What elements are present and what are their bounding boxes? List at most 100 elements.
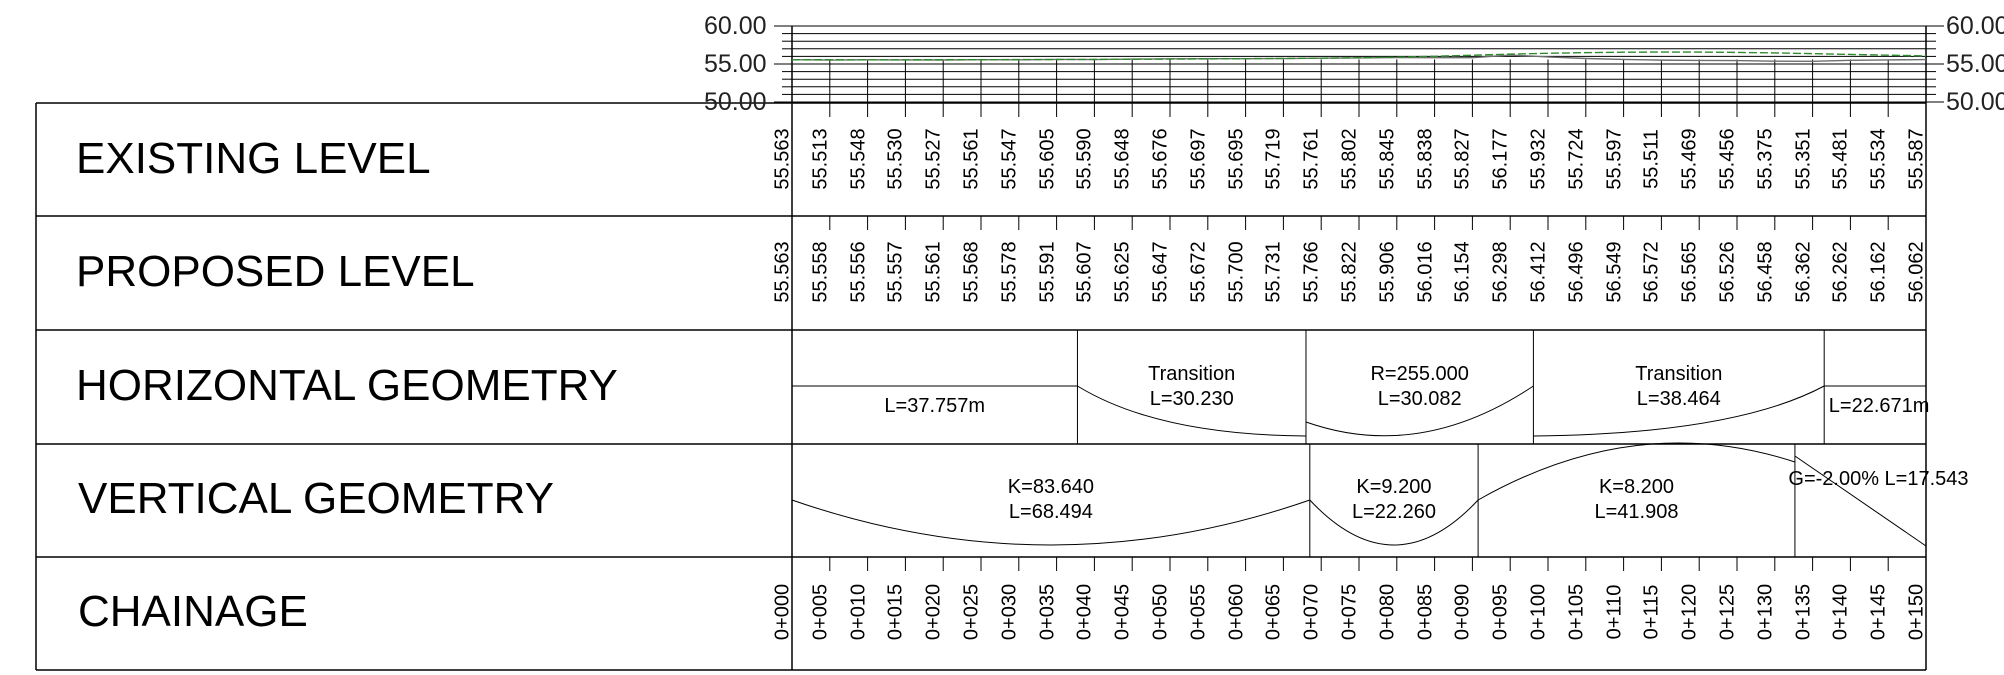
- vertical-geometry-label: K=8.200 L=41.908: [1594, 476, 1679, 523]
- proposed-level-value: 55.647: [1149, 241, 1172, 303]
- existing-level-value: 55.513: [809, 128, 832, 190]
- row-title-horizontal-geometry: HORIZONTAL GEOMETRY: [76, 361, 618, 410]
- chainage-value: 0+015: [884, 583, 907, 641]
- vertical-sag-curve: [791, 499, 1310, 546]
- existing-level-value: 55.511: [1640, 129, 1663, 189]
- existing-level-value: 55.605: [1036, 128, 1059, 190]
- chainage-value: 0+105: [1565, 583, 1588, 641]
- chainage-value: 0+085: [1414, 583, 1437, 641]
- profile-left-label-55: 55.00: [704, 50, 767, 78]
- vertical-crest-curve: [1477, 442, 1796, 501]
- proposed-level-value: 56.496: [1565, 241, 1588, 303]
- station-ticks: [829, 103, 1927, 571]
- horizontal-transition-curve: [1077, 385, 1306, 437]
- proposed-level-value: 55.672: [1187, 241, 1210, 303]
- chainage-value: 0+140: [1829, 583, 1852, 641]
- row-title-existing-level: EXISTING LEVEL: [76, 134, 431, 183]
- row-title-proposed-level: PROPOSED LEVEL: [76, 247, 475, 296]
- chainage-value: 0+050: [1149, 583, 1172, 641]
- chainage-value: 0+115: [1640, 584, 1663, 640]
- existing-level-value: 55.563: [771, 128, 794, 190]
- chainage-value: 0+060: [1225, 583, 1248, 641]
- vertical-grade-line: [1794, 455, 1927, 547]
- vertical-geometry-label: K=9.200 L=22.260: [1351, 476, 1436, 523]
- existing-level-value: 55.587: [1905, 128, 1928, 190]
- existing-level-value: 55.838: [1414, 128, 1437, 190]
- chainage-value: 0+125: [1716, 583, 1739, 641]
- existing-level-value: 55.534: [1867, 128, 1890, 190]
- vertical-geometry-label: G=-2.00% L=17.543: [1788, 468, 1969, 490]
- profile-right-label-50: 50.00: [1946, 88, 2004, 116]
- existing-level-value: 55.845: [1376, 128, 1399, 190]
- chainage-value: 0+055: [1187, 583, 1210, 641]
- vertical-geometry-label: K=83.640 L=68.494: [1007, 476, 1095, 523]
- proposed-level-value: 55.561: [922, 241, 945, 303]
- existing-level-value: 55.561: [960, 128, 983, 190]
- proposed-level-value: 55.568: [960, 241, 983, 303]
- chainage-value: 0+030: [998, 583, 1021, 641]
- proposed-level-value: 55.557: [884, 241, 907, 303]
- proposed-level-value: 56.298: [1489, 241, 1512, 303]
- proposed-profile: [791, 51, 1927, 61]
- existing-level-value: 55.590: [1073, 128, 1096, 190]
- proposed-level-value: 55.607: [1073, 241, 1096, 303]
- existing-level-value: 55.530: [884, 128, 907, 190]
- chainage-value: 0+150: [1905, 583, 1928, 641]
- existing-level-value: 55.676: [1149, 128, 1172, 190]
- existing-level-value: 55.719: [1262, 128, 1285, 190]
- proposed-level-value: 55.578: [998, 241, 1021, 303]
- profile-left-label-50: 50.00: [704, 88, 767, 116]
- existing-level-value: 55.548: [847, 128, 870, 190]
- horizontal-geometry-label: R=255.000 L=30.082: [1370, 363, 1469, 410]
- proposed-level-value: 55.558: [809, 241, 832, 303]
- chainage-value: 0+145: [1867, 583, 1890, 641]
- chainage-value: 0+090: [1451, 583, 1474, 641]
- profile-right-label-60: 60.00: [1946, 12, 2004, 40]
- horizontal-circular-curve: [1305, 385, 1534, 437]
- existing-level-value: 55.597: [1603, 128, 1626, 190]
- chainage-value: 0+080: [1376, 583, 1399, 641]
- existing-level-value: 55.375: [1754, 128, 1777, 190]
- existing-level-value: 56.177: [1489, 128, 1512, 190]
- chainage-value: 0+095: [1489, 583, 1512, 641]
- chainage-value: 0+110: [1603, 584, 1626, 640]
- proposed-level-value: 55.625: [1111, 241, 1134, 303]
- existing-level-value: 55.827: [1451, 128, 1474, 190]
- profile-left-label-60: 60.00: [704, 12, 767, 40]
- existing-level-value: 55.724: [1565, 128, 1588, 190]
- chainage-value: 0+130: [1754, 583, 1777, 641]
- existing-level-value: 55.697: [1187, 128, 1210, 190]
- chainage-value: 0+035: [1036, 583, 1059, 641]
- row-title-chainage: CHAINAGE: [78, 587, 308, 636]
- existing-level-value: 55.456: [1716, 128, 1739, 190]
- proposed-level-value: 56.262: [1829, 241, 1852, 303]
- existing-level-value: 55.695: [1225, 128, 1248, 190]
- horizontal-geometry-label: Transition L=38.464: [1635, 363, 1723, 410]
- chainage-value: 0+005: [809, 583, 832, 641]
- proposed-level-value: 56.565: [1678, 241, 1701, 303]
- existing-level-value: 55.932: [1527, 128, 1550, 190]
- profile-right-label-55: 55.00: [1946, 50, 2004, 78]
- chainage-value: 0+040: [1073, 583, 1096, 641]
- proposed-level-value: 56.154: [1451, 241, 1474, 303]
- proposed-level-value: 55.591: [1036, 241, 1059, 303]
- chainage-value: 0+070: [1300, 583, 1323, 641]
- existing-level-value: 55.547: [998, 128, 1021, 190]
- proposed-level-value: 55.700: [1225, 241, 1248, 303]
- proposed-level-value: 56.016: [1414, 241, 1437, 303]
- chainage-value: 0+075: [1338, 583, 1361, 641]
- proposed-level-value: 55.731: [1262, 241, 1285, 303]
- horizontal-geometry-label: L=37.757m: [884, 395, 986, 417]
- existing-level-value: 55.469: [1678, 128, 1701, 190]
- chainage-value: 0+020: [922, 583, 945, 641]
- chainage-value: 0+010: [847, 583, 870, 641]
- proposed-level-value: 55.563: [771, 241, 794, 303]
- horizontal-geometry-label: Transition L=30.230: [1148, 363, 1236, 410]
- proposed-level-value: 56.062: [1905, 241, 1928, 303]
- horizontal-geometry-label: L=22.671m: [1828, 395, 1930, 417]
- chainage-value: 0+025: [960, 583, 983, 641]
- existing-level-value: 55.351: [1792, 128, 1815, 190]
- existing-level-value: 55.527: [922, 128, 945, 190]
- chainage-value: 0+135: [1792, 583, 1815, 641]
